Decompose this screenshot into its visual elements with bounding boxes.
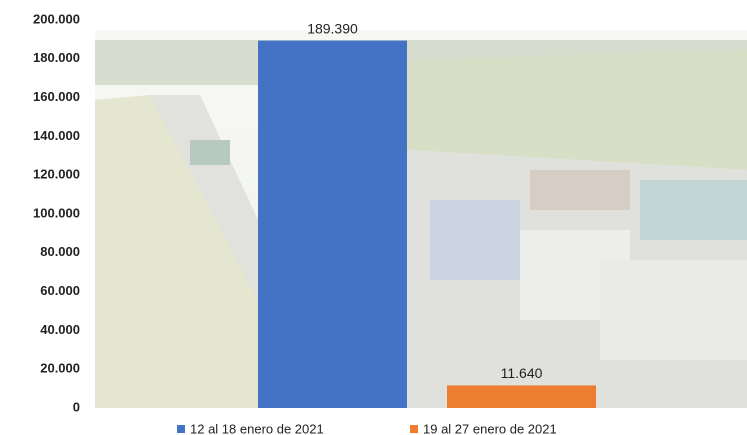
y-tick-label: 20.000 [40, 361, 80, 376]
legend-swatch [410, 425, 418, 433]
value-label: 189.390 [307, 20, 358, 36]
background-photo [95, 30, 747, 408]
y-tick-label: 140.000 [33, 128, 80, 143]
value-label: 11.640 [501, 365, 543, 381]
bar [447, 385, 596, 408]
y-tick-label: 200.000 [33, 11, 80, 26]
legend-label: 19 al 27 enero de 2021 [423, 421, 557, 435]
y-tick-label: 0 [73, 399, 80, 414]
y-tick-label: 180.000 [33, 50, 80, 65]
bar [258, 41, 407, 408]
y-tick-label: 80.000 [40, 244, 80, 259]
y-tick-label: 40.000 [40, 322, 80, 337]
y-tick-label: 100.000 [33, 205, 80, 220]
legend-label: 12 al 18 enero de 2021 [190, 421, 324, 435]
chart: 0 20.000 40.000 60.000 80.000 100.000 120.000 1… [0, 0, 747, 435]
y-tick-label: 60.000 [40, 283, 80, 298]
y-tick-label: 160.000 [33, 89, 80, 104]
y-tick-label: 120.000 [33, 167, 80, 182]
legend-swatch [177, 425, 185, 433]
